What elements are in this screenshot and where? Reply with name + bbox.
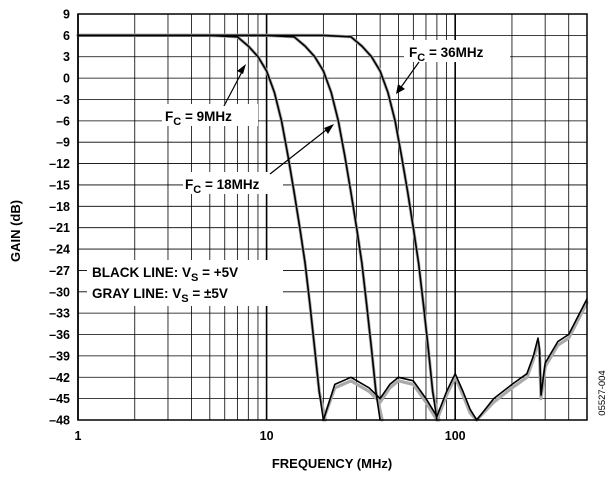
y-tick-labels: 9 6 3 0 –3 –6 –9 –12 –15 –18 –21 –24 –27 –30 –33 –36 –39… [49,8,70,428]
y-tick-label: 9 [63,8,70,22]
svg-text:FC = 9MHz: FC = 9MHz [165,109,232,128]
series-line-4 [77,34,438,421]
y-tick-label: –36 [49,328,70,342]
annotation-fc-18mhz-arrow [269,126,331,175]
x-tick-label: 1 [75,429,82,443]
figure-id: 05527-004 [597,370,608,415]
x-tick-labels: 1 10 100 [75,429,466,443]
y-tick-label: –45 [49,392,70,406]
y-tick-label: –12 [49,157,70,171]
y-tick-label: –33 [49,307,70,321]
annotation-fc-9mhz: FC = 9MHz [162,64,258,128]
grid [77,13,588,421]
annotation-fc-18mhz-sub: C [193,184,201,196]
y-tick-label: –30 [49,285,70,299]
y-tick-label: –9 [56,136,70,150]
y-tick-label: –3 [56,93,70,107]
annotation-fc-18mhz: FC = 18MHz [183,124,334,196]
y-tick-label: 3 [63,50,70,64]
y-tick-label: –18 [49,200,70,214]
annotation-fc-18mhz-main: F [185,177,193,192]
annotation-fc-36mhz-rest: = 36MHz [425,45,483,60]
y-tick-label: –15 [49,178,70,192]
curves [76,33,589,422]
annotation-fc-9mhz-main: F [165,109,173,124]
annotation-fc-36mhz-arrow [398,61,420,91]
y-tick-label: 6 [63,29,70,43]
series-line-6 [322,298,588,421]
y-tick-label: –48 [49,414,70,428]
annotation-fc-36mhz-main: F [409,45,417,60]
x-tick-label: 100 [445,429,466,443]
svg-text:FC = 18MHz: FC = 18MHz [185,177,260,196]
annotation-fc-18mhz-rest: = 18MHz [201,177,259,192]
annotation-fc-9mhz-rest: = 9MHz [181,109,232,124]
legend: BLACK LINE: VS = +5V GRAY LINE: VS = ±5V [87,260,283,306]
y-tick-label: –24 [49,243,70,257]
x-axis-title: FREQUENCY (MHz) [272,456,392,471]
annotation-fc-36mhz-sub: C [417,52,425,64]
y-tick-label: –6 [56,114,70,128]
legend-black-line: BLACK LINE: VS = +5V [92,265,238,284]
y-tick-label: 0 [63,72,70,86]
x-tick-label: 10 [260,429,274,443]
y-tick-label: –42 [49,371,70,385]
y-tick-label: –21 [49,221,70,235]
annotation-fc-9mhz-arrow [223,67,245,107]
series-line-0 [77,34,325,421]
annotation-fc-9mhz-sub: C [173,116,181,128]
annotation-fc-36mhz: FC = 36MHz [396,40,510,94]
svg-text:FC = 36MHz: FC = 36MHz [409,45,484,64]
plot-frame [77,13,588,421]
y-tick-label: –39 [49,349,70,363]
y-axis-title: GAIN (dB) [8,200,23,262]
series-line-2 [77,34,381,421]
legend-gray-line: GRAY LINE: VS = ±5V [92,286,228,305]
y-tick-label: –27 [49,264,70,278]
